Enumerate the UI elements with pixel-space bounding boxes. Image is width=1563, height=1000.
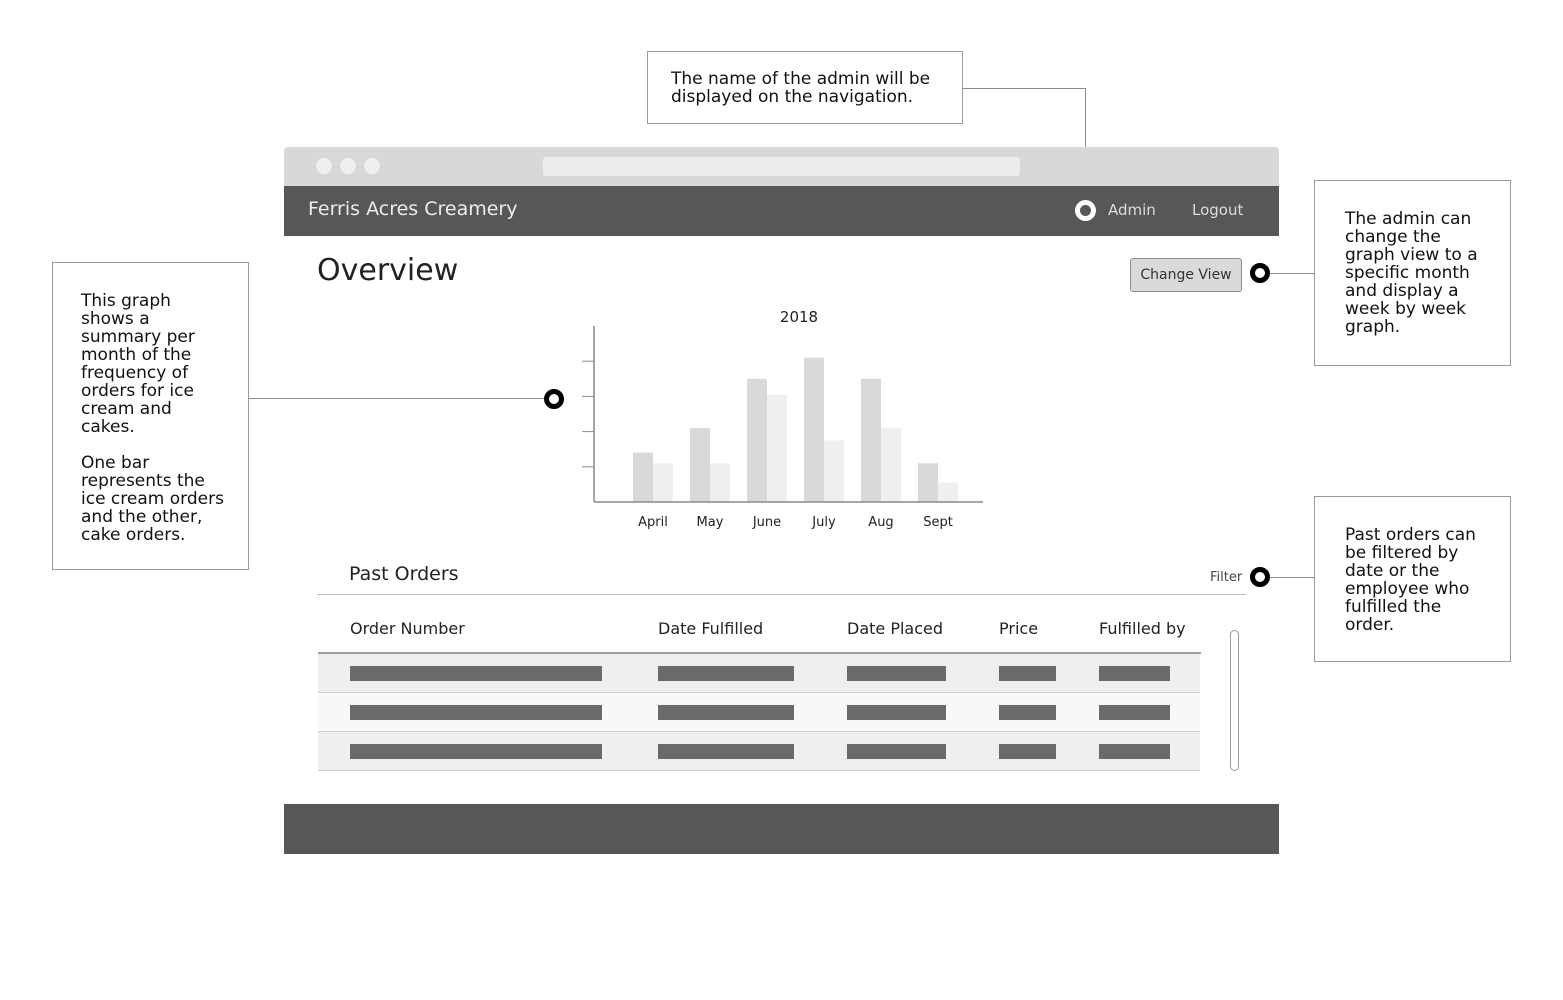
column-header-fulfilled-by[interactable]: Fulfilled by [1099, 619, 1186, 638]
chart-bar-july-2 [824, 440, 844, 502]
table-cell-placeholder [999, 744, 1056, 759]
nav-logout-link[interactable]: Logout [1192, 201, 1244, 219]
column-header-date-fulfilled[interactable]: Date Fulfilled [658, 619, 764, 638]
filter-button[interactable]: Filter [1210, 570, 1243, 585]
table-cell-placeholder [847, 705, 946, 720]
page-footer [284, 804, 1279, 854]
table-cell-placeholder [1099, 666, 1170, 681]
chart-bar-july-1 [804, 357, 824, 502]
annotation-filter: Past orders can be filtered by date or t… [1314, 496, 1511, 662]
annotation-admin-name: The name of the admin will be displayed … [647, 51, 963, 124]
brand-name: Ferris Acres Creamery [308, 198, 518, 220]
annotation-graph: This graph shows a summary per month of … [52, 262, 249, 570]
table-header-divider [318, 652, 1201, 654]
chart-bar-june-2 [767, 394, 787, 502]
chart-bar-sept-1 [918, 463, 938, 502]
table-cell-placeholder [999, 705, 1056, 720]
table-cell-placeholder [658, 705, 794, 720]
page-title: Overview [317, 253, 459, 288]
column-header-date-placed[interactable]: Date Placed [847, 619, 944, 638]
chart-title: 2018 [780, 308, 818, 326]
x-tick-label-may: May [697, 515, 724, 530]
address-bar[interactable] [543, 157, 1020, 176]
annotation-admin-name-text: The name of the admin will be displayed … [671, 69, 931, 107]
connector-line [1269, 273, 1314, 274]
chart-bar-aug-2 [881, 428, 901, 502]
table-row[interactable] [318, 693, 1200, 732]
table-cell-placeholder [658, 744, 794, 759]
chart-bar-april-2 [653, 463, 673, 502]
window-close-dot-icon[interactable] [316, 158, 332, 174]
annotation-marker-icon [1250, 567, 1270, 587]
orders-bar-chart: 2018 April May June July Aug Sept [582, 308, 983, 530]
x-tick-label-sept: Sept [923, 515, 953, 530]
table-cell-placeholder [350, 666, 602, 681]
chart-bar-may-1 [690, 428, 710, 502]
connector-line [1269, 577, 1314, 578]
column-header-order-number[interactable]: Order Number [350, 619, 465, 638]
table-scrollbar[interactable] [1230, 630, 1239, 771]
connector-line [249, 398, 546, 399]
nav-admin-link[interactable]: Admin [1108, 201, 1156, 219]
annotation-marker-icon [544, 389, 564, 409]
table-cell-placeholder [999, 666, 1056, 681]
change-view-button[interactable]: Change View [1130, 258, 1242, 292]
x-tick-label-april: April [638, 515, 668, 530]
chart-bar-sept-2 [938, 482, 958, 502]
section-divider [317, 594, 1246, 595]
chart-bar-june-1 [747, 378, 767, 502]
annotation-graph-text-1: This graph shows a summary per month of … [81, 291, 195, 437]
window-maximize-dot-icon[interactable] [364, 158, 380, 174]
chart-bar-aug-1 [861, 378, 881, 502]
x-tick-label-july: July [811, 515, 836, 530]
annotation-marker-icon [1250, 263, 1270, 283]
table-cell-placeholder [847, 744, 946, 759]
chart-bar-may-2 [710, 463, 730, 502]
annotation-filter-text: Past orders can be filtered by date or t… [1345, 525, 1476, 635]
annotation-graph-text-2: One bar represents the ice cream orders … [81, 453, 224, 545]
x-tick-label-aug: Aug [868, 515, 893, 530]
table-cell-placeholder [350, 744, 602, 759]
table-cell-placeholder [1099, 744, 1170, 759]
connector-line [963, 88, 1085, 89]
table-cell-placeholder [1099, 705, 1170, 720]
top-navigation [284, 186, 1279, 236]
past-orders-title: Past Orders [349, 563, 459, 585]
table-row[interactable] [318, 654, 1200, 693]
table-cell-placeholder [847, 666, 946, 681]
table-row[interactable] [318, 732, 1200, 771]
window-minimize-dot-icon[interactable] [340, 158, 356, 174]
table-cell-placeholder [350, 705, 602, 720]
chart-bar-april-1 [633, 452, 653, 502]
table-cell-placeholder [658, 666, 794, 681]
annotation-change-view: The admin can change the graph view to a… [1314, 180, 1511, 366]
connector-line [1085, 88, 1086, 200]
admin-indicator-icon [1075, 200, 1096, 221]
column-header-price[interactable]: Price [999, 619, 1039, 638]
annotation-change-view-text: The admin can change the graph view to a… [1345, 209, 1478, 337]
x-tick-label-june: June [752, 515, 781, 530]
